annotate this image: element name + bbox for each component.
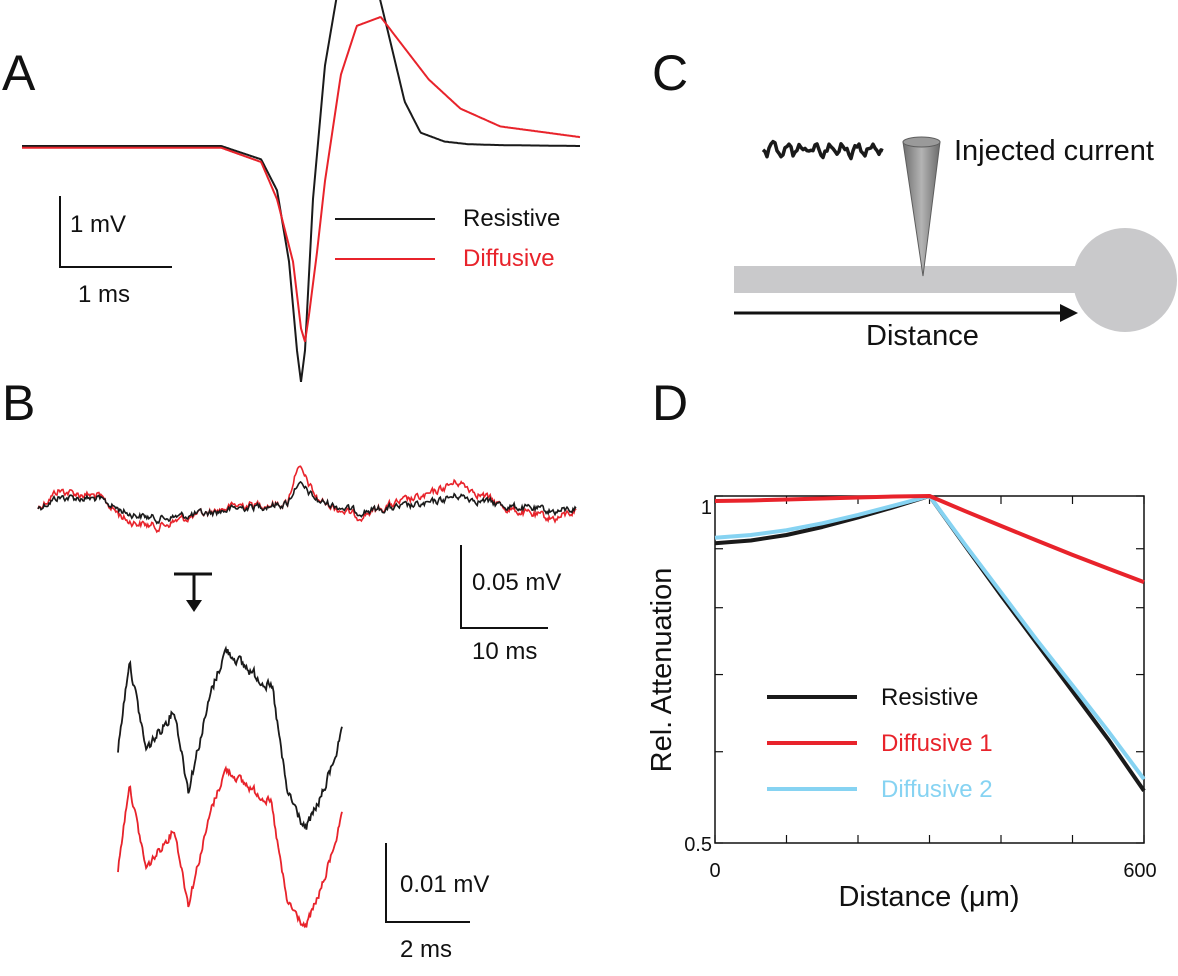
series-d-diffusive-1 [714,494,1145,584]
soma [1073,228,1177,332]
legend-label-d-diffusive2: Diffusive 2 [881,776,993,803]
panel-letter-c: C [652,45,688,101]
scale-bar-b-top [460,545,548,629]
distance-label: Distance [866,320,979,352]
panel-letter-d: D [652,375,688,431]
electrode-icon [902,141,941,277]
ticks-d [714,495,1145,844]
panel-letter-a: A [2,45,36,101]
legend-label-a-diffusive: Diffusive [463,245,555,272]
scale-label-b-top-time: 10 ms [472,638,537,665]
distance-arrow-head [1060,304,1078,322]
scale-bar-a [59,196,172,268]
injected-current-trace [761,139,884,161]
ytick-label-bottom: 0.5 [684,834,712,856]
trace-b-top-resistive [37,480,577,525]
trace-b-bottom-diffusive [117,765,343,929]
trace-a-resistive [22,0,580,383]
scale-bar-b-bottom [385,843,470,923]
electrode-top [902,136,941,148]
panel-b [37,465,577,929]
scale-label-a-time: 1 ms [78,281,130,308]
zoom-arrow [174,572,212,605]
trace-b-bottom-resistive [117,645,343,830]
xtick-label-right: 600 [1123,860,1156,882]
y-axis-label-d: Rel. Attenuation [646,568,678,773]
scale-label-b-bottom-voltage: 0.01 mV [400,871,489,898]
scale-label-b-top-voltage: 0.05 mV [472,569,561,596]
x-axis-label-d: Distance (μm) [838,881,1019,913]
panel-letter-b: B [2,375,35,431]
trace-b-top-diffusive [37,465,577,534]
injected-current-label: Injected current [954,135,1154,167]
dendrite [734,266,1094,293]
xtick-label-left: 0 [709,860,720,882]
scale-label-b-bottom-time: 2 ms [400,936,452,963]
legend-label-d-resistive: Resistive [881,684,978,711]
legend-label-d-diffusive1: Diffusive 1 [881,730,993,757]
legend-label-a-resistive: Resistive [463,205,560,232]
zoom-arrow-head [186,600,202,612]
panel-a [22,0,581,383]
trace-a-diffusive [22,16,581,342]
scale-label-a-voltage: 1 mV [70,211,126,238]
lines-d [714,494,1146,792]
ytick-label-top: 1 [701,497,712,519]
